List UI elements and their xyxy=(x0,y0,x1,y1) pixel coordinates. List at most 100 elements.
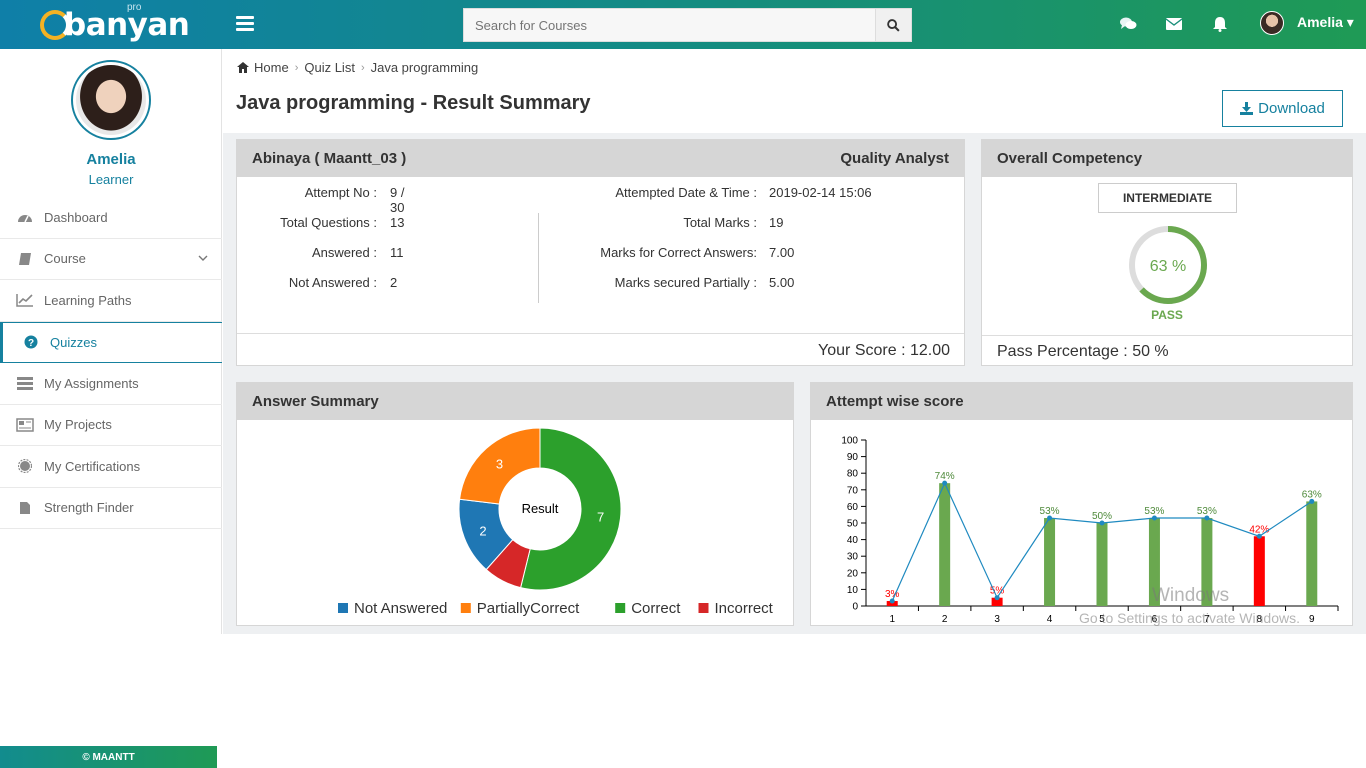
windows-watermark-text: Go to Settings to activate Windows. xyxy=(1079,610,1300,626)
sidebar-item-learning-paths[interactable]: Learning Paths xyxy=(0,280,222,322)
legend-label[interactable]: Not Answered xyxy=(354,600,447,617)
score-point[interactable] xyxy=(1309,498,1315,504)
donut-slice-incorrect[interactable] xyxy=(485,538,531,589)
attempt-score-header: Attempt wise score xyxy=(811,383,1352,420)
sidebar-item-dashboard[interactable]: Dashboard xyxy=(0,197,222,239)
y-tick-label: 50 xyxy=(847,519,859,530)
profile-role: Learner xyxy=(88,172,134,187)
sidebar-footer: © MAANTT xyxy=(0,746,217,768)
total-questions-value: 13 xyxy=(390,215,405,230)
page-title: Java programming - Result Summary xyxy=(236,92,591,114)
y-tick-label: 60 xyxy=(847,502,859,513)
data-label: 74% xyxy=(935,471,955,482)
user-menu[interactable]: Amelia ▾ xyxy=(1297,14,1354,30)
bar-attempt-2[interactable] xyxy=(939,483,951,606)
sidebar-item-label: Learning Paths xyxy=(44,292,132,308)
marks-partial-label: Marks secured Partially : xyxy=(614,275,757,290)
sidebar-item-my-certifications[interactable]: My Certifications xyxy=(0,446,222,488)
sidebar-item-label: My Assignments xyxy=(44,375,139,391)
mail-icon[interactable] xyxy=(1165,16,1183,32)
search-button[interactable] xyxy=(875,9,911,41)
x-tick-label: 4 xyxy=(1047,614,1053,625)
competency-card: Overall Competency INTERMEDIATE 63 % PAS… xyxy=(981,139,1353,366)
newspaper-icon xyxy=(16,418,34,432)
legend-swatch xyxy=(460,603,471,613)
answer-summary-chart: Result 2 3 7 Not Answered PartiallyCorrect C… xyxy=(338,427,774,617)
gauge-fill xyxy=(1129,226,1207,304)
page-header: Home › Quiz List › Java programming Java… xyxy=(223,49,1366,133)
breadcrumb-separator-icon: › xyxy=(360,61,365,74)
bar-attempt-8[interactable] xyxy=(1253,536,1265,606)
y-tick-label: 0 xyxy=(852,602,858,613)
score-point[interactable] xyxy=(942,480,948,486)
download-button[interactable]: Download xyxy=(1222,90,1343,127)
score-point[interactable] xyxy=(1099,520,1105,526)
attempt-no-label: Attempt No : xyxy=(304,185,377,200)
not-answered-value: 2 xyxy=(390,275,398,290)
sidebar-item-strength-finder[interactable]: Strength Finder xyxy=(0,488,222,529)
y-tick-label: 70 xyxy=(847,485,859,496)
score-point[interactable] xyxy=(1151,515,1157,521)
bar-attempt-6[interactable] xyxy=(1148,518,1160,606)
attempted-date-value: 2019-02-14 15:06 xyxy=(769,185,872,200)
score-point[interactable] xyxy=(994,595,1000,601)
legend-swatch xyxy=(338,603,348,613)
list-icon xyxy=(16,376,34,391)
pass-status: PASS xyxy=(1151,308,1183,322)
breadcrumb-quiz-list[interactable]: Quiz List xyxy=(304,60,355,75)
certificate-icon xyxy=(16,459,34,474)
profile-avatar[interactable] xyxy=(71,60,151,140)
sidebar-item-my-projects[interactable]: My Projects xyxy=(0,405,222,446)
x-tick-label: 5 xyxy=(1099,614,1105,625)
answer-summary-card: Answer Summary Result 2 3 7 Not Answered Pa… xyxy=(236,382,794,626)
breadcrumb-home[interactable]: Home xyxy=(254,60,289,75)
sidebar-item-label: Course xyxy=(44,251,86,267)
sidebar-item-quizzes[interactable]: ? Quizzes xyxy=(0,321,222,363)
data-label: 53% xyxy=(1040,506,1060,517)
legend-label[interactable]: PartiallyCorrect xyxy=(477,600,580,617)
score-point[interactable] xyxy=(1047,515,1053,521)
data-label: 50% xyxy=(1092,511,1112,522)
score-point[interactable] xyxy=(1204,515,1210,521)
sidebar-item-course[interactable]: Course xyxy=(0,239,222,280)
legend-label[interactable]: Correct xyxy=(631,600,681,617)
menu-toggle-icon[interactable] xyxy=(236,16,254,32)
attempt-score-chart: 0 10 20 30 40 50 60 70 80 90 100 1 3% 2 74% 3 5% 4 53% 5 50%… xyxy=(841,436,1339,625)
bar-attempt-9[interactable] xyxy=(1306,501,1318,606)
competency-card-header: Overall Competency xyxy=(982,140,1352,177)
result-details: Attempt No : 9 / 30 Total Questions : 13… xyxy=(237,177,964,334)
svg-text:?: ? xyxy=(28,338,34,349)
x-tick-label: 2 xyxy=(942,614,948,625)
dashboard-icon xyxy=(16,210,34,224)
score-point[interactable] xyxy=(889,598,895,604)
y-tick-label: 90 xyxy=(847,452,859,463)
sidebar-item-label: My Certifications xyxy=(44,458,141,474)
chat-icon[interactable] xyxy=(1119,16,1137,32)
competency-level-badge: INTERMEDIATE xyxy=(1098,183,1237,213)
search-input[interactable] xyxy=(464,9,875,41)
not-answered-label: Not Answered : xyxy=(288,275,377,290)
download-icon xyxy=(1240,102,1254,115)
your-score: Your Score : 12.00 xyxy=(818,342,950,359)
windows-watermark-title: Windows xyxy=(1152,585,1230,606)
bar-attempt-3[interactable] xyxy=(991,597,1003,606)
sidebar-item-my-assignments[interactable]: My Assignments xyxy=(0,363,222,405)
score-point[interactable] xyxy=(1256,533,1262,539)
banyan-logo[interactable]: banyan xyxy=(40,6,190,44)
bar-attempt-4[interactable] xyxy=(1044,518,1056,606)
total-questions-label: Total Questions : xyxy=(280,215,377,230)
marks-partial-value: 5.00 xyxy=(769,275,795,290)
bar-attempt-5[interactable] xyxy=(1096,523,1108,606)
x-tick-label: 8 xyxy=(1257,614,1263,625)
bell-icon[interactable] xyxy=(1211,16,1229,32)
y-tick-label: 20 xyxy=(847,568,859,579)
legend-label[interactable]: Incorrect xyxy=(715,600,774,617)
y-tick-label: 40 xyxy=(847,535,859,546)
chevron-down-icon[interactable] xyxy=(198,254,208,262)
bar-attempt-7[interactable] xyxy=(1201,518,1213,606)
profile-name: Amelia xyxy=(86,151,136,168)
logo-ring-icon xyxy=(40,10,70,40)
sidebar-item-label: Quizzes xyxy=(50,334,97,350)
donut-slice-correct[interactable] xyxy=(520,427,622,591)
user-avatar[interactable] xyxy=(1260,11,1284,35)
